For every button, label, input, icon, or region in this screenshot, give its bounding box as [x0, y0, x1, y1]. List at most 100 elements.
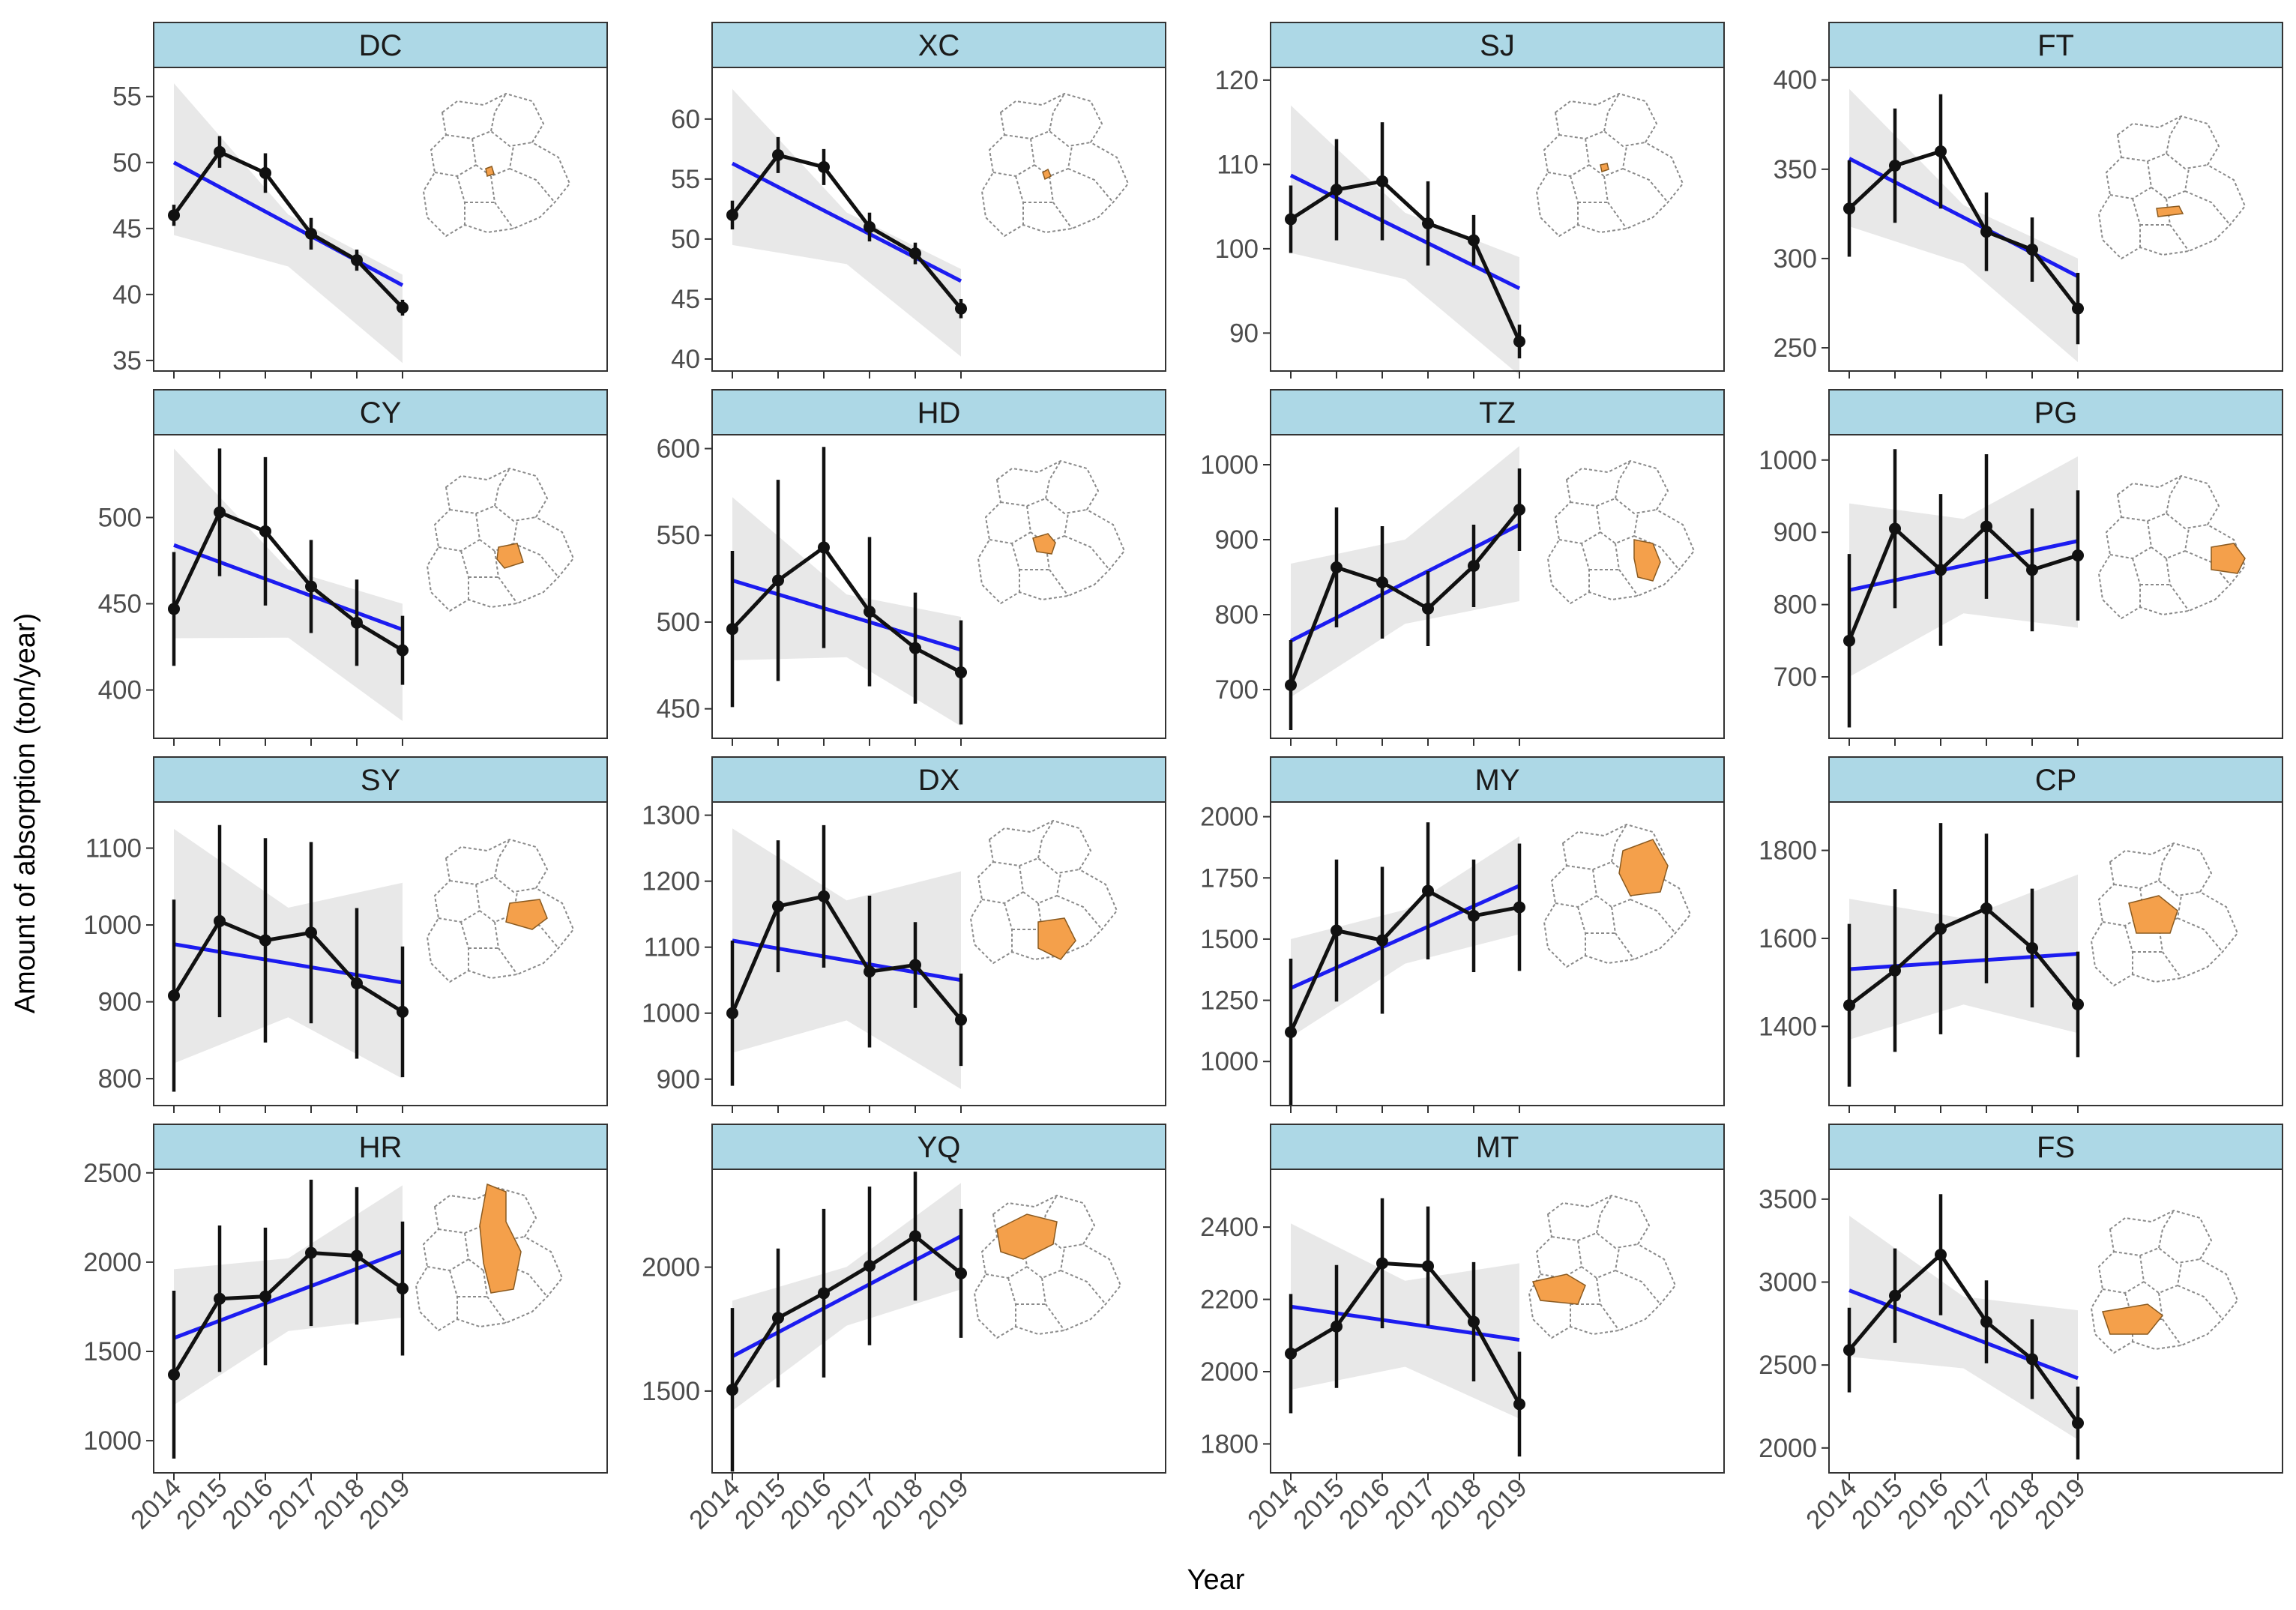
point-hd-2017 [864, 606, 876, 618]
y-tick-label-sy-800: 800 [98, 1064, 142, 1094]
point-cy-2016 [259, 525, 271, 537]
ci-band-fs [1849, 1216, 2078, 1440]
trend-line-yq [731, 1234, 962, 1358]
y-tick-label-pg-900: 900 [1774, 518, 1817, 547]
series-line-my [1289, 889, 1520, 1034]
series-line-dx [730, 894, 962, 1022]
y-tick-label-fs-2000: 2000 [1759, 1434, 1817, 1463]
y-tick-label-tz-1000: 1000 [1200, 450, 1259, 480]
panel-mt: MT 1800 2000 2200 2400 2014201520162017201820… [1200, 1124, 1725, 1535]
x-tick-label-fs-2016: 2016 [1892, 1473, 1954, 1535]
x-tick-label-yq-2016: 2016 [775, 1473, 837, 1535]
y-tick-label-hr-2000: 2000 [83, 1248, 142, 1277]
point-fs-2016 [1935, 1248, 1947, 1261]
beijing-map-cy-icon [427, 468, 574, 612]
beijing-map-cp-icon [2091, 842, 2238, 986]
y-tick-label-hr-1500: 1500 [83, 1337, 142, 1366]
x-tick-label-yq-2014: 2014 [684, 1473, 746, 1535]
y-tick-label-dc-45: 45 [112, 214, 142, 244]
strip-label-pg: PG [2034, 397, 2078, 429]
strip-hr [153, 1124, 608, 1170]
point-fs-2015 [1889, 1289, 1901, 1302]
point-cp-2016 [1935, 923, 1947, 935]
ci-band-mt [1291, 1223, 1519, 1419]
point-mt-2015 [1331, 1320, 1343, 1333]
y-tick-label-mt-1800: 1800 [1200, 1429, 1259, 1459]
point-cy-2018 [351, 616, 363, 629]
point-hr-2018 [351, 1249, 363, 1262]
y-tick-label-hd-550: 550 [657, 521, 700, 550]
y-tick-label-my-1250: 1250 [1200, 986, 1259, 1016]
point-dx-2016 [818, 890, 830, 902]
panel-ft: FT 250 300 350 400 [1774, 22, 2283, 379]
y-tick-label-ft-400: 400 [1774, 66, 1817, 95]
ci-band-ft [1849, 88, 2078, 363]
panel-hr: HR 1000 1500 2000 2500 2014201520162017201820… [83, 1124, 608, 1535]
panel-tz: TZ 700 800 900 1000 [1200, 389, 1725, 746]
point-pg-2019 [2072, 549, 2084, 562]
point-tz-2017 [1422, 603, 1434, 615]
point-hr-2016 [259, 1290, 271, 1303]
point-pg-2017 [1980, 520, 1992, 533]
point-dc-2016 [259, 166, 271, 179]
ci-band-hd [732, 497, 961, 726]
panels: DC 35 40 45 50 55 XC 40 45 50 55 60 SJ 90 100 110 120 FT 2… [83, 22, 2283, 1535]
point-yq-2014 [726, 1384, 738, 1396]
trend-line-hr [173, 1249, 403, 1340]
y-tick-label-dx-1200: 1200 [642, 867, 700, 896]
y-tick-label-pg-700: 700 [1774, 663, 1817, 692]
strip-label-dc: DC [359, 29, 403, 62]
panel-sy: SY 800 900 1000 1100 [83, 756, 608, 1113]
trend-line-tz [1289, 522, 1521, 643]
series-line-dc [172, 150, 404, 310]
point-cp-2019 [2072, 998, 2084, 1010]
strip-label-hd: HD [918, 397, 961, 429]
strip-mt [1270, 1124, 1725, 1170]
point-dx-2017 [864, 965, 876, 978]
point-sj-2015 [1331, 184, 1343, 196]
y-tick-label-ft-350: 350 [1774, 155, 1817, 184]
y-tick-label-cy-450: 450 [98, 590, 142, 619]
point-mt-2016 [1376, 1257, 1388, 1270]
y-tick-label-tz-800: 800 [1215, 600, 1259, 630]
trend-line-cy [173, 543, 403, 632]
series-line-xc [731, 153, 962, 310]
y-tick-label-mt-2400: 2400 [1200, 1213, 1259, 1242]
point-tz-2016 [1376, 576, 1388, 588]
point-hd-2014 [726, 623, 738, 636]
panel-xc: XC 40 45 50 55 60 [671, 22, 1166, 379]
point-tz-2018 [1468, 560, 1480, 572]
point-hr-2014 [168, 1368, 180, 1381]
y-tick-label-yq-2000: 2000 [642, 1253, 700, 1282]
panel-frame-my [1270, 801, 1725, 1106]
ci-band-cy [174, 448, 403, 721]
panel-frame-dc [153, 67, 608, 372]
strip-label-mt: MT [1476, 1131, 1519, 1164]
y-tick-label-cy-500: 500 [98, 503, 142, 532]
point-xc-2018 [909, 247, 921, 260]
strip-dx [711, 756, 1166, 803]
beijing-map-xc-icon [981, 93, 1129, 237]
strip-tz [1270, 389, 1725, 435]
y-tick-label-cp-1800: 1800 [1759, 836, 1817, 866]
point-my-2016 [1376, 934, 1388, 947]
x-tick-label-mt-2014: 2014 [1242, 1473, 1304, 1535]
beijing-map-dx-icon [970, 820, 1118, 964]
point-sy-2018 [351, 977, 363, 989]
beijing-map-fs-icon [2091, 1210, 2238, 1354]
panel-fs: FS 2000 2500 3000 3500 2014201520162017201820… [1759, 1124, 2283, 1535]
point-cy-2014 [168, 603, 180, 615]
point-sj-2017 [1422, 217, 1434, 230]
point-dc-2014 [168, 209, 180, 222]
point-dc-2015 [214, 145, 226, 158]
strip-label-yq: YQ [918, 1131, 961, 1164]
strip-label-ft: FT [2037, 29, 2074, 62]
x-tick-label-yq-2017: 2017 [821, 1473, 883, 1535]
y-tick-label-yq-1500: 1500 [642, 1377, 700, 1406]
x-tick-label-mt-2018: 2018 [1425, 1473, 1487, 1535]
point-pg-2018 [2026, 564, 2038, 576]
point-my-2018 [1468, 909, 1480, 922]
point-my-2015 [1331, 924, 1343, 937]
point-dx-2015 [772, 900, 784, 913]
point-sy-2019 [397, 1005, 409, 1018]
